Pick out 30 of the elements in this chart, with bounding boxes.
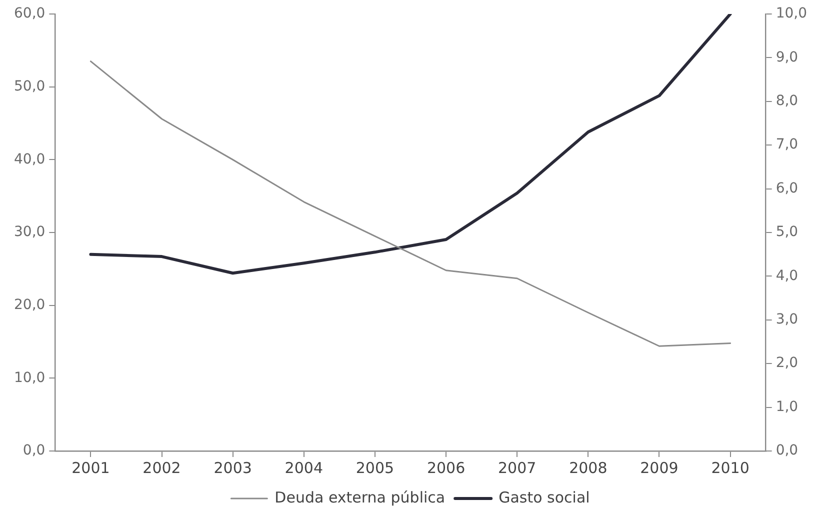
y2-tick-label: 9,0 <box>776 49 798 66</box>
legend-label: Deuda externa pública <box>274 488 446 506</box>
y-tick-label: 60,0 <box>14 6 46 22</box>
y2-tick-label: 4,0 <box>776 268 798 284</box>
x-tick-label: 2004 <box>284 458 323 477</box>
x-tick-label: 2005 <box>356 458 394 477</box>
y-tick-label: 50,0 <box>14 78 46 94</box>
y-tick-label: 10,0 <box>14 370 46 386</box>
y2-tick-label: 5,0 <box>776 224 798 240</box>
x-tick-label: 2010 <box>711 458 750 477</box>
y2-tick-label: 10,0 <box>776 6 807 22</box>
y-tick-label: 0,0 <box>22 442 46 459</box>
x-tick-label: 2001 <box>72 458 110 477</box>
legend-label: Gasto social <box>498 488 590 506</box>
y2-tick-label: 7,0 <box>776 136 798 153</box>
y2-tick-label: 0,0 <box>776 442 798 459</box>
x-tick-label: 2008 <box>569 458 608 477</box>
x-tick-label: 2006 <box>426 458 466 477</box>
y-tick-label: 40,0 <box>14 151 46 168</box>
x-tick-label: 2009 <box>640 458 678 477</box>
x-tick-label: 2007 <box>498 458 536 477</box>
y-tick-label: 20,0 <box>14 296 46 313</box>
y2-tick-label: 1,0 <box>776 398 798 415</box>
y2-tick-label: 8,0 <box>776 93 798 110</box>
x-tick-label: 2003 <box>214 458 252 477</box>
y-tick-label: 30,0 <box>14 224 46 240</box>
y2-tick-label: 2,0 <box>776 355 798 372</box>
x-tick-label: 2002 <box>142 458 181 477</box>
y2-tick-label: 6,0 <box>776 180 798 196</box>
y2-tick-label: 3,0 <box>776 312 798 328</box>
